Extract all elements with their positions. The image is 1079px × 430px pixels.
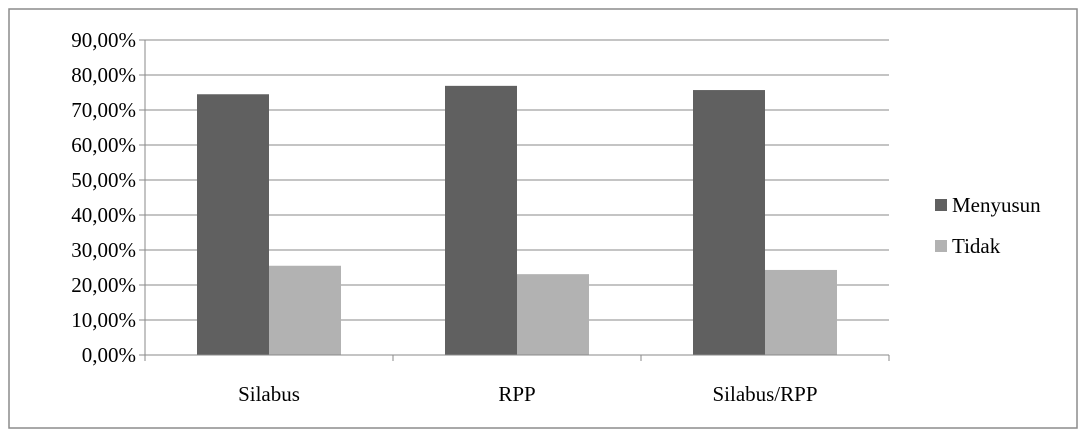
bars [197,85,837,356]
bar-tidak [765,269,837,355]
x-category-label: RPP [498,382,535,406]
y-tick-label: 80,00% [71,63,136,87]
x-category-label: Silabus/RPP [712,382,817,406]
x-axis-category-labels: Silabus RPP Silabus/RPP [238,382,817,406]
y-axis-tick-labels: 0,00% 10,00% 20,00% 30,00% 40,00% 50,00% 60,00… [71,28,136,367]
bar-tidak [269,265,341,355]
y-tick-label: 60,00% [71,133,136,157]
legend-label: Tidak [952,234,1001,258]
bar-tidak [517,274,589,355]
bar-menyusun [445,85,517,355]
y-tick-label: 70,00% [71,98,136,122]
y-tick-label: 50,00% [71,168,136,192]
y-tick-label: 20,00% [71,273,136,297]
y-tick-label: 0,00% [82,343,136,367]
x-category-label: Silabus [238,382,300,406]
chart-border [8,8,1078,429]
legend-swatch [935,199,947,211]
legend-swatch [935,240,947,252]
bar-menyusun [197,94,269,355]
y-tick-label: 10,00% [71,308,136,332]
y-tick-label: 40,00% [71,203,136,227]
legend-label: Menyusun [952,193,1041,217]
legend: Menyusun Tidak [935,193,1041,258]
bar-menyusun [693,90,765,356]
y-tick-label: 30,00% [71,238,136,262]
y-tick-label: 90,00% [71,28,136,52]
axes [139,39,890,361]
